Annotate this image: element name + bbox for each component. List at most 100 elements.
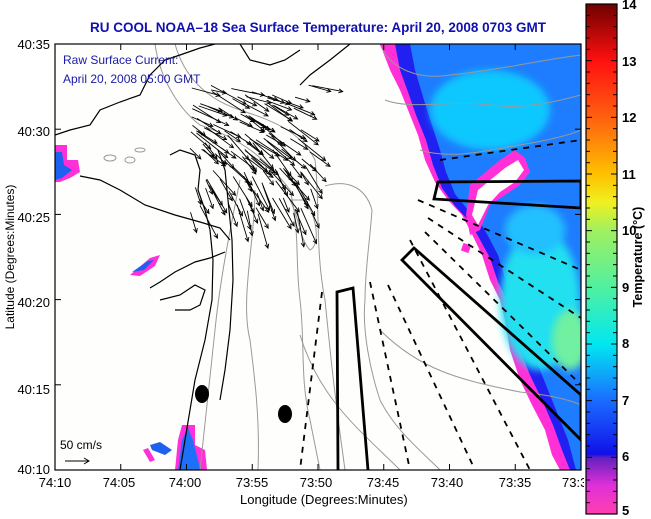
y-tick-label: 40:25: [17, 210, 50, 225]
current-vector: [280, 126, 306, 139]
current-vector: [290, 138, 308, 150]
current-vector-head: [232, 115, 239, 121]
current-vector-head: [235, 137, 242, 143]
current-vector-head: [318, 194, 323, 200]
colorbar-tick-label: 12: [622, 110, 637, 125]
current-vector-head: [235, 133, 242, 138]
current-vector-head: [252, 167, 257, 173]
current-vector-head: [304, 204, 309, 210]
current-vector: [272, 94, 292, 104]
current-vector: [279, 167, 297, 187]
current-vector: [245, 114, 266, 129]
current-vector-head: [231, 154, 237, 159]
current-vector-head: [269, 180, 275, 186]
x-tick-label: 73:55: [235, 475, 269, 490]
current-vector: [224, 130, 241, 142]
current-vector: [300, 208, 317, 244]
current-vector-head: [241, 100, 247, 105]
current-label: Raw Surface Current:: [63, 53, 179, 67]
survey-box-diagonal: [400, 246, 581, 442]
current-vector: [267, 97, 290, 105]
current-vector-head: [294, 228, 300, 234]
current-vector-head: [247, 122, 253, 127]
current-vector-head: [204, 208, 210, 215]
current-vector-head: [250, 208, 255, 214]
current-vector: [278, 198, 295, 227]
current-vector-head: [298, 104, 304, 109]
x-tick-label: 73:50: [299, 475, 333, 490]
sst-field-offshore: [380, 44, 581, 470]
sst-patch-bay: [130, 255, 160, 276]
current-vector: [219, 152, 235, 169]
current-vector-head: [289, 191, 295, 197]
current-vector-head: [251, 101, 258, 107]
current-vector: [232, 98, 250, 109]
current-vector-head: [228, 196, 233, 202]
y-axis-title: Latitude (Degrees:Minutes): [3, 184, 17, 330]
current-vector-head: [326, 88, 332, 93]
current-vector-head: [264, 107, 270, 112]
current-vector: [244, 133, 274, 159]
current-vector: [268, 103, 292, 122]
current-vector: [208, 106, 234, 119]
current-vector-head: [289, 161, 296, 166]
station-marker: [278, 405, 292, 423]
current-vector: [256, 120, 276, 133]
current-vector-head: [215, 92, 221, 97]
current-vector-head: [249, 117, 256, 123]
current-vector-head: [283, 191, 289, 197]
scale-arrow-icon: [65, 457, 90, 465]
current-vector: [230, 150, 256, 170]
current-vector: [248, 141, 264, 155]
current-vector-head: [273, 170, 280, 176]
current-vector: [281, 148, 306, 169]
current-vector-head: [263, 112, 269, 117]
current-vector: [294, 96, 310, 103]
current-vector: [236, 204, 249, 242]
current-vector: [287, 120, 319, 146]
current-vector: [272, 197, 292, 229]
current-vector: [293, 181, 309, 209]
current-vector-head: [249, 231, 254, 237]
current-vector-head: [221, 135, 228, 140]
y-tick-label: 40:30: [17, 124, 50, 139]
current-vector-head: [244, 236, 250, 243]
current-vector-head: [228, 143, 235, 149]
survey-box-east: [432, 179, 581, 210]
map-title: RU COOL NOAA–18 Sea Surface Temperature:…: [90, 20, 546, 35]
current-vector: [189, 147, 202, 160]
current-vector-head: [264, 223, 269, 229]
current-vector-head: [264, 243, 270, 250]
current-vector-head: [228, 113, 235, 119]
current-vector-head: [290, 221, 295, 227]
current-vector-head: [197, 199, 203, 206]
current-vector-head: [295, 207, 300, 213]
y-tick-label: 40:10: [17, 462, 50, 477]
current-vector-head: [312, 115, 318, 120]
y-tick-label: 40:35: [17, 37, 50, 52]
current-vector: [239, 198, 252, 230]
current-vector: [255, 207, 269, 229]
current-vector: [201, 148, 226, 167]
current-vector-head: [302, 137, 308, 143]
current-vector: [282, 197, 290, 213]
current-vector-head: [246, 224, 252, 231]
colorbar-tick-label: 11: [622, 167, 636, 182]
current-vector: [266, 100, 292, 111]
current-vector-head: [310, 111, 316, 116]
current-vector: [210, 85, 247, 105]
current-vector: [309, 163, 327, 182]
current-vector: [300, 129, 320, 142]
current-vector-head: [222, 208, 228, 214]
colorbar: [585, 3, 618, 515]
current-vector: [300, 172, 323, 199]
y-tick-label: 40:15: [17, 382, 50, 397]
current-vector: [309, 151, 331, 167]
current-vector: [273, 105, 298, 120]
current-vector: [304, 165, 323, 194]
current-vector: [311, 212, 320, 228]
current-vector-head: [224, 121, 230, 127]
current-vector-head: [268, 173, 274, 179]
current-vector-head: [231, 190, 237, 197]
